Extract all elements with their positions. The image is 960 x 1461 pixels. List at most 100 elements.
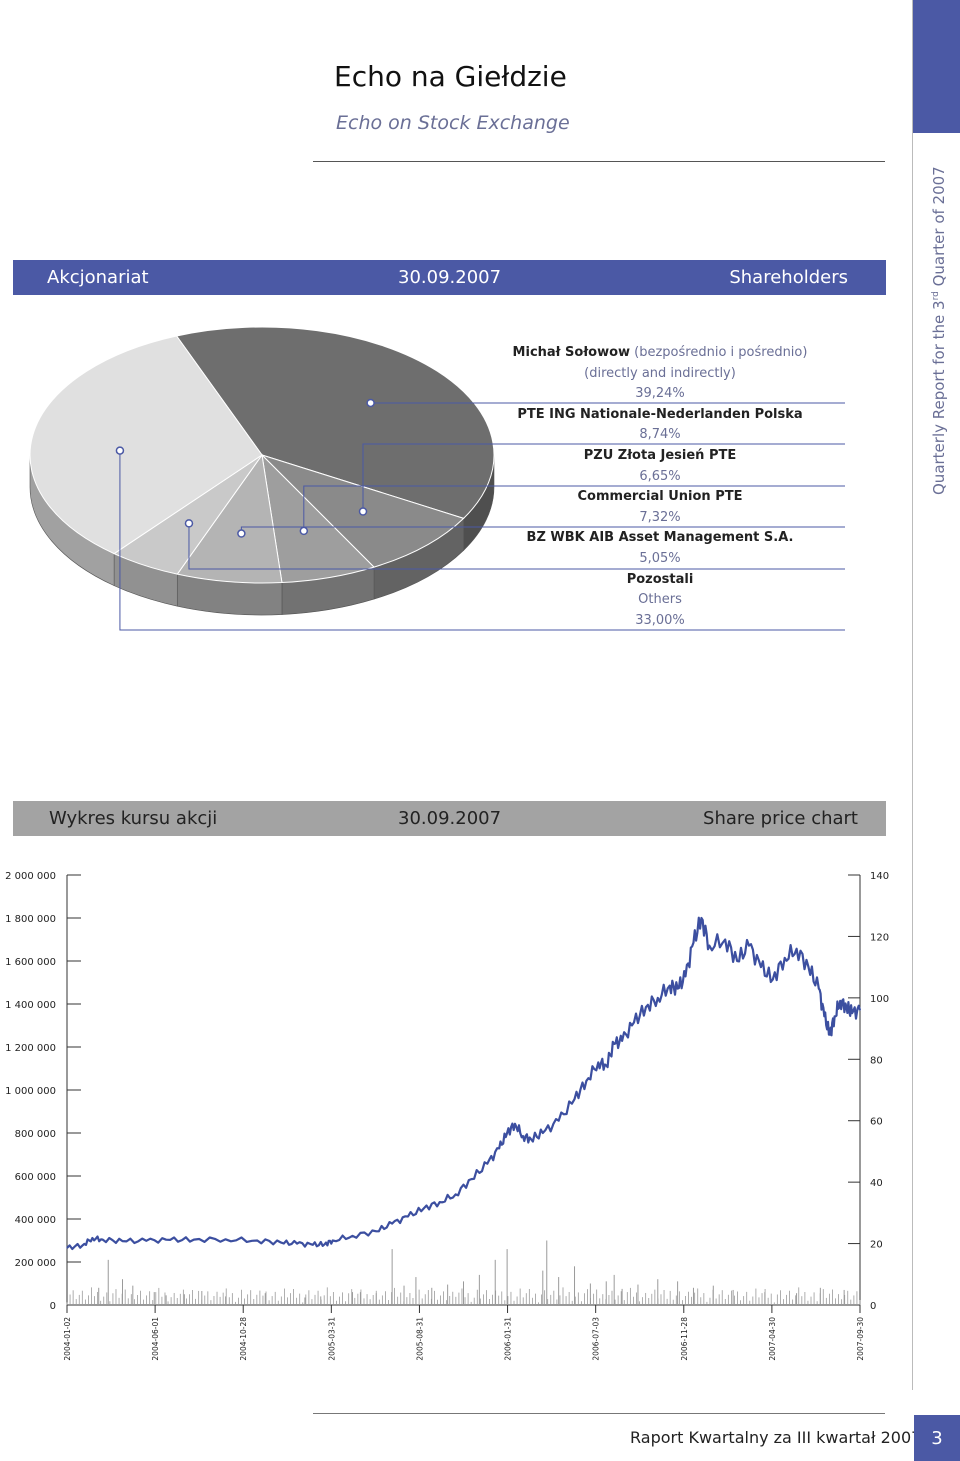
shareholder-pie-chart bbox=[29, 326, 845, 631]
right-axis-tick-label: 80 bbox=[870, 1055, 883, 1066]
footer-report-title: Raport Kwartalny za III kwartał 2007 r. bbox=[630, 1428, 937, 1447]
page-number: 3 bbox=[914, 1415, 960, 1461]
price-point bbox=[312, 1244, 314, 1246]
price-point bbox=[829, 1034, 831, 1036]
price-point bbox=[324, 1243, 326, 1245]
right-axis-tick-label: 20 bbox=[870, 1240, 883, 1251]
price-point bbox=[736, 960, 738, 962]
pie-leader-dot bbox=[184, 519, 194, 528]
price-chart-label-en: Share price chart bbox=[703, 808, 858, 829]
left-axis-tick-label: 1 000 000 bbox=[5, 1086, 56, 1097]
price-point bbox=[834, 1015, 836, 1017]
holder-name: PTE ING Nationale-Nederlanden Polska bbox=[517, 406, 803, 422]
price-point bbox=[514, 1123, 516, 1125]
x-axis-tick-label: 2005-03-31 bbox=[327, 1317, 336, 1361]
holder-name: BZ WBK AIB Asset Management S.A. bbox=[526, 530, 794, 546]
x-axis-tick-label: 2004-10-28 bbox=[239, 1317, 248, 1361]
price-point bbox=[677, 988, 679, 990]
holder-share: 7,32% bbox=[639, 509, 681, 525]
pie-leader-line bbox=[362, 443, 845, 512]
right-axis-tick-label: 100 bbox=[870, 994, 889, 1005]
page-subtitle: Echo on Stock Exchange bbox=[336, 112, 570, 134]
x-axis-tick-label: 2006-01-31 bbox=[504, 1317, 513, 1361]
header-divider bbox=[313, 161, 885, 162]
pie-leader-dot bbox=[237, 529, 246, 538]
price-point bbox=[193, 1238, 195, 1241]
price-point bbox=[454, 1193, 457, 1196]
price-point bbox=[692, 941, 695, 944]
share-price-chart: 0 200 000 400 000 600 000 800 000 1 000 000 1 … bbox=[5, 871, 889, 1361]
price-point bbox=[391, 1223, 393, 1225]
left-axis-tick-label: 1 400 000 bbox=[5, 1000, 56, 1011]
pie-slice-4 bbox=[176, 453, 283, 584]
left-axis-tick-label: 2 000 000 bbox=[5, 871, 56, 882]
price-point bbox=[851, 1012, 853, 1014]
price-point bbox=[498, 1147, 500, 1149]
price-point bbox=[332, 1239, 334, 1242]
price-chart-date: 30.09.2007 bbox=[398, 808, 502, 829]
price-point bbox=[859, 1009, 861, 1011]
price-point bbox=[760, 966, 762, 968]
price-point bbox=[542, 1132, 544, 1134]
price-point bbox=[585, 1080, 588, 1082]
price-point bbox=[657, 997, 659, 999]
price-point bbox=[633, 1021, 635, 1024]
price-point bbox=[795, 948, 798, 950]
price-point bbox=[280, 1242, 282, 1244]
left-axis-tick-label: 800 000 bbox=[15, 1129, 56, 1140]
left-axis-tick-label: 1 200 000 bbox=[5, 1043, 56, 1054]
holder-share: 8,74% bbox=[639, 427, 681, 443]
x-axis-tick-label: 2004-06-01 bbox=[151, 1317, 160, 1361]
price-point bbox=[621, 1040, 623, 1042]
price-point bbox=[351, 1235, 354, 1237]
price-point bbox=[91, 1237, 93, 1239]
price-point bbox=[823, 1015, 825, 1017]
left-axis-tick-label: 200 000 bbox=[15, 1258, 56, 1269]
price-point bbox=[784, 957, 786, 959]
holder-share: 5,05% bbox=[639, 550, 681, 566]
price-point bbox=[296, 1242, 298, 1245]
side-report-label: Quarterly Report for the 3rd Quarter of … bbox=[930, 166, 948, 495]
price-point bbox=[256, 1239, 258, 1242]
holder-name: Pozostali bbox=[626, 571, 694, 587]
price-point bbox=[470, 1178, 473, 1180]
price-point bbox=[807, 966, 810, 968]
price-point bbox=[530, 1138, 532, 1140]
right-axis-tick-label: 0 bbox=[870, 1301, 876, 1312]
price-point bbox=[121, 1240, 124, 1242]
right-axis-tick-label: 140 bbox=[870, 871, 889, 882]
price-point bbox=[558, 1120, 560, 1122]
holder-share: 39,24% bbox=[635, 386, 685, 402]
side-report-sup: rd bbox=[931, 291, 941, 301]
holder-name: Commercial Union PTE bbox=[577, 489, 743, 505]
right-axis-tick-label: 40 bbox=[870, 1178, 883, 1189]
corner-tab bbox=[913, 0, 960, 133]
holder-note-en: Others bbox=[638, 592, 682, 608]
price-point bbox=[613, 1043, 615, 1045]
price-point bbox=[439, 1201, 441, 1203]
x-axis-tick-label: 2007-04-30 bbox=[768, 1317, 777, 1361]
pie-leader-line bbox=[119, 450, 845, 631]
price-point bbox=[375, 1230, 377, 1232]
holder-note: (bezpośrednio i pośrednio) bbox=[630, 345, 808, 360]
price-point bbox=[102, 1238, 104, 1241]
right-axis-tick-label: 120 bbox=[870, 932, 889, 943]
shareholders-label-pl: Akcjonariat bbox=[47, 267, 149, 288]
price-point bbox=[423, 1207, 425, 1209]
holder-name: Michał Sołowow bbox=[512, 345, 631, 360]
holder-share: 33,00% bbox=[635, 612, 685, 628]
left-axis-tick-label: 400 000 bbox=[15, 1215, 56, 1226]
price-line bbox=[66, 916, 862, 1251]
price-point bbox=[506, 1132, 508, 1134]
price-point bbox=[407, 1215, 409, 1218]
price-point bbox=[684, 975, 687, 977]
left-axis-tick-label: 600 000 bbox=[15, 1172, 56, 1183]
legend-holder-1: Michał Sołowow (bezpośrednio i pośrednio… bbox=[500, 343, 820, 364]
x-axis-tick-label: 2004-01-02 bbox=[63, 1317, 72, 1361]
price-chart-label-pl: Wykres kursu akcji bbox=[49, 808, 218, 829]
price-point bbox=[82, 1244, 84, 1246]
footer-divider bbox=[313, 1413, 885, 1414]
shareholders-label-en: Shareholders bbox=[729, 267, 848, 288]
right-axis-tick-label: 60 bbox=[870, 1117, 883, 1128]
price-point bbox=[145, 1240, 147, 1242]
